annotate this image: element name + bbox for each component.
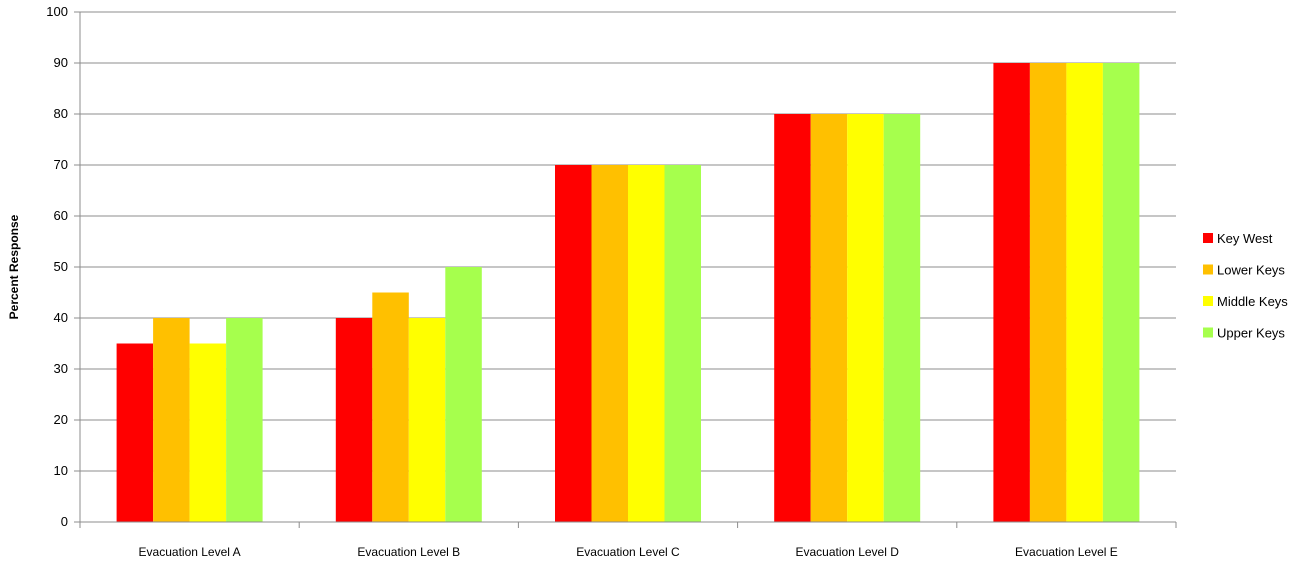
bar — [226, 318, 263, 522]
bars — [116, 63, 1140, 522]
axes — [79, 12, 1177, 528]
x-category-labels: Evacuation Level A Evacuation Level B Evac… — [139, 545, 1118, 559]
bar — [628, 165, 665, 522]
bar — [810, 114, 848, 522]
y-tick-label: 0 — [61, 514, 68, 529]
y-tick-label: 50 — [54, 259, 68, 274]
y-tick-label: 30 — [54, 361, 68, 376]
y-tick-label: 10 — [54, 463, 68, 478]
bar — [153, 318, 190, 522]
legend-swatch — [1203, 264, 1213, 275]
legend-swatch — [1203, 296, 1213, 306]
bar — [847, 114, 884, 522]
x-category-label: Evacuation Level B — [357, 545, 460, 559]
legend-label: Key West — [1217, 231, 1273, 246]
x-category-label: Evacuation Level D — [795, 545, 899, 559]
y-tick-label: 20 — [54, 412, 68, 427]
legend-label: Lower Keys — [1217, 263, 1285, 278]
bar — [1029, 63, 1067, 522]
y-tick-label: 100 — [46, 4, 68, 19]
bar — [664, 165, 701, 522]
bar — [774, 114, 811, 522]
x-category-label: Evacuation Level C — [576, 545, 680, 559]
y-tick-label: 40 — [54, 310, 68, 325]
legend-label: Middle Keys — [1217, 294, 1288, 309]
bar — [1102, 63, 1140, 522]
legend-swatch — [1203, 233, 1213, 243]
y-tick-label: 90 — [54, 55, 68, 70]
bar — [1066, 63, 1103, 522]
y-tick-labels: 0 10 20 30 40 50 60 70 80 90 100 — [46, 4, 68, 529]
bar — [555, 165, 592, 522]
y-axis-label: Percent Response — [7, 214, 21, 319]
x-category-label: Evacuation Level A — [139, 545, 241, 559]
y-tick-label: 60 — [54, 208, 68, 223]
bar — [335, 318, 373, 522]
bar — [445, 267, 482, 522]
legend-label: Upper Keys — [1217, 326, 1285, 341]
bar — [591, 165, 628, 522]
bar — [993, 63, 1030, 522]
y-tick-label: 70 — [54, 157, 68, 172]
legend-swatch — [1203, 327, 1213, 338]
bar — [372, 292, 409, 522]
y-tick-label: 80 — [54, 106, 68, 121]
bar — [189, 343, 227, 522]
bar — [116, 343, 154, 522]
bar — [408, 318, 446, 522]
x-category-label: Evacuation Level E — [1015, 545, 1118, 559]
bar — [883, 114, 921, 522]
legend: Key West Lower Keys Middle Keys Upper Keys — [1203, 231, 1288, 341]
